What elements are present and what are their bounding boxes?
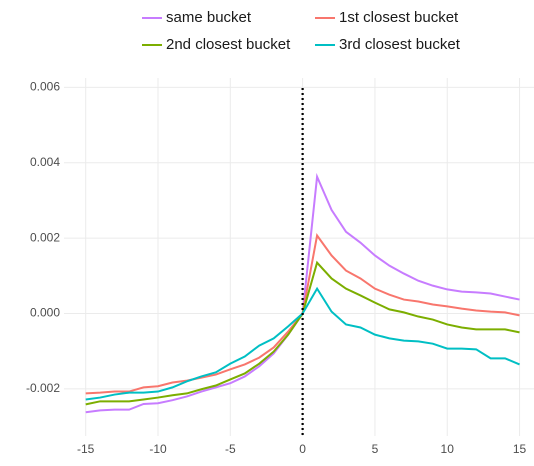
x-tick-label: 0 xyxy=(299,442,306,456)
y-tick-label: 0.006 xyxy=(30,80,60,94)
y-tick-label: 0.000 xyxy=(30,306,60,320)
x-tick-label: -15 xyxy=(77,442,95,456)
legend-label: same bucket xyxy=(166,9,252,26)
x-tick-label: -5 xyxy=(225,442,236,456)
x-tick-label: -10 xyxy=(149,442,167,456)
y-tick-label: 0.002 xyxy=(30,230,60,244)
x-tick-label: 15 xyxy=(513,442,527,456)
legend-label: 2nd closest bucket xyxy=(166,36,291,53)
x-tick-label: 5 xyxy=(372,442,379,456)
legend-label: 1st closest bucket xyxy=(339,9,459,26)
x-tick-label: 10 xyxy=(441,442,455,456)
y-tick-label: 0.004 xyxy=(30,155,60,169)
y-tick-label: -0.002 xyxy=(26,381,60,395)
legend-label: 3rd closest bucket xyxy=(339,36,461,53)
